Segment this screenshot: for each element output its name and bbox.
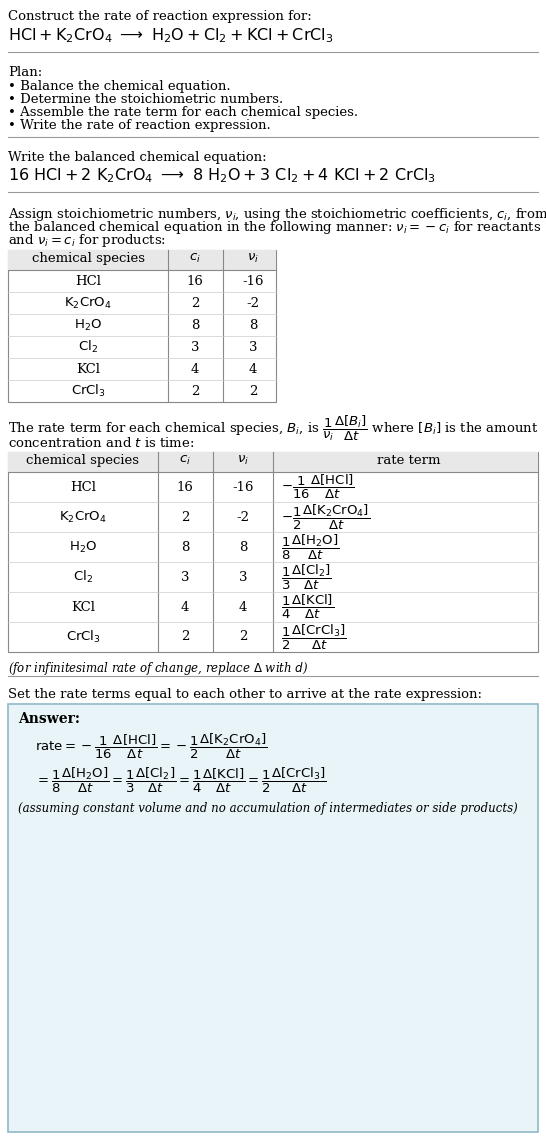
Text: $\mathrm{16\ HCl + 2\ K_2CrO_4 \ \longrightarrow \ 8\ H_2O + 3\ Cl_2 + 4\ KCl + : $\mathrm{16\ HCl + 2\ K_2CrO_4 \ \longri… [8, 166, 436, 184]
Text: 3: 3 [181, 570, 189, 584]
Text: $\mathrm{Cl_2}$: $\mathrm{Cl_2}$ [73, 569, 93, 585]
Text: (for infinitesimal rate of change, replace $\Delta$ with $d$): (for infinitesimal rate of change, repla… [8, 660, 308, 677]
Text: 8: 8 [191, 319, 199, 331]
Text: The rate term for each chemical species, $B_i$, is $\dfrac{1}{\nu_i}\dfrac{\Delt: The rate term for each chemical species,… [8, 414, 538, 444]
Text: 2: 2 [249, 385, 257, 397]
Text: HCl: HCl [70, 480, 96, 494]
Text: 3: 3 [191, 340, 199, 354]
Text: $c_i$: $c_i$ [179, 454, 191, 467]
Text: $c_i$: $c_i$ [189, 251, 201, 265]
Text: $\dfrac{1}{3}\dfrac{\Delta[\mathrm{Cl_2}]}{\Delta t}$: $\dfrac{1}{3}\dfrac{\Delta[\mathrm{Cl_2}… [281, 562, 332, 592]
Text: rate term: rate term [377, 454, 441, 467]
Bar [8, 704, 538, 1132]
Text: 16: 16 [187, 274, 204, 288]
Text: 4: 4 [181, 601, 189, 613]
Text: the balanced chemical equation in the following manner: $\nu_i = -c_i$ for react: the balanced chemical equation in the fo… [8, 218, 541, 236]
Text: $-\dfrac{1}{16}\dfrac{\Delta[\mathrm{HCl}]}{\Delta t}$: $-\dfrac{1}{16}\dfrac{\Delta[\mathrm{HCl… [281, 473, 355, 501]
Text: -2: -2 [236, 511, 250, 523]
Text: $\mathrm{CrCl_3}$: $\mathrm{CrCl_3}$ [66, 629, 100, 645]
Text: 8: 8 [249, 319, 257, 331]
Text: (assuming constant volume and no accumulation of intermediates or side products): (assuming constant volume and no accumul… [18, 802, 518, 815]
Text: $\mathrm{rate} = -\dfrac{1}{16}\dfrac{\Delta[\mathrm{HCl}]}{\Delta t} = -\dfrac{: $\mathrm{rate} = -\dfrac{1}{16}\dfrac{\D… [35, 732, 268, 761]
Text: chemical species: chemical species [27, 454, 139, 467]
Text: chemical species: chemical species [32, 251, 145, 265]
Text: 2: 2 [181, 630, 189, 643]
Text: 16: 16 [176, 480, 193, 494]
Text: $\nu_i$: $\nu_i$ [237, 454, 249, 467]
Text: $\mathrm{H_2O}$: $\mathrm{H_2O}$ [69, 539, 97, 554]
Text: KCl: KCl [71, 601, 95, 613]
Text: 3: 3 [249, 340, 257, 354]
Text: 2: 2 [181, 511, 189, 523]
Text: and $\nu_i = c_i$ for products:: and $\nu_i = c_i$ for products: [8, 232, 166, 249]
Text: $\mathrm{HCl + K_2CrO_4 \ \longrightarrow \ H_2O + Cl_2 + KCl + CrCl_3}$: $\mathrm{HCl + K_2CrO_4 \ \longrightarro… [8, 26, 334, 44]
Text: Write the balanced chemical equation:: Write the balanced chemical equation: [8, 151, 266, 164]
Text: $\nu_i$: $\nu_i$ [247, 251, 259, 265]
Text: $\mathrm{K_2CrO_4}$: $\mathrm{K_2CrO_4}$ [59, 510, 107, 525]
Text: 4: 4 [239, 601, 247, 613]
Text: $\dfrac{1}{4}\dfrac{\Delta[\mathrm{KCl}]}{\Delta t}$: $\dfrac{1}{4}\dfrac{\Delta[\mathrm{KCl}]… [281, 593, 334, 621]
Text: 4: 4 [249, 363, 257, 376]
Bar [8, 250, 276, 270]
Text: Answer:: Answer: [18, 712, 80, 726]
Bar [8, 250, 276, 402]
Text: 3: 3 [239, 570, 247, 584]
Text: $= \dfrac{1}{8}\dfrac{\Delta[\mathrm{H_2O}]}{\Delta t} = \dfrac{1}{3}\dfrac{\Del: $= \dfrac{1}{8}\dfrac{\Delta[\mathrm{H_2… [35, 766, 327, 795]
Text: -16: -16 [242, 274, 264, 288]
Text: 8: 8 [239, 541, 247, 553]
Text: $-\dfrac{1}{2}\dfrac{\Delta[\mathrm{K_2CrO_4}]}{\Delta t}$: $-\dfrac{1}{2}\dfrac{\Delta[\mathrm{K_2C… [281, 502, 370, 531]
Text: 2: 2 [191, 297, 199, 310]
Text: $\mathrm{H_2O}$: $\mathrm{H_2O}$ [74, 318, 102, 332]
Text: • Write the rate of reaction expression.: • Write the rate of reaction expression. [8, 119, 271, 132]
Text: $\mathrm{Cl_2}$: $\mathrm{Cl_2}$ [78, 339, 98, 355]
Text: concentration and $t$ is time:: concentration and $t$ is time: [8, 436, 194, 450]
Text: -16: -16 [232, 480, 254, 494]
Text: 4: 4 [191, 363, 199, 376]
Text: $\mathrm{CrCl_3}$: $\mathrm{CrCl_3}$ [70, 384, 105, 399]
Bar [8, 452, 538, 472]
Text: Set the rate terms equal to each other to arrive at the rate expression:: Set the rate terms equal to each other t… [8, 688, 482, 701]
Text: 2: 2 [191, 385, 199, 397]
Text: $\mathrm{K_2CrO_4}$: $\mathrm{K_2CrO_4}$ [64, 296, 112, 311]
Bar [8, 452, 538, 652]
Text: Construct the rate of reaction expression for:: Construct the rate of reaction expressio… [8, 10, 312, 23]
Text: • Determine the stoichiometric numbers.: • Determine the stoichiometric numbers. [8, 93, 283, 106]
Text: HCl: HCl [75, 274, 101, 288]
Text: $\dfrac{1}{2}\dfrac{\Delta[\mathrm{CrCl_3}]}{\Delta t}$: $\dfrac{1}{2}\dfrac{\Delta[\mathrm{CrCl_… [281, 622, 347, 652]
Text: Assign stoichiometric numbers, $\nu_i$, using the stoichiometric coefficients, $: Assign stoichiometric numbers, $\nu_i$, … [8, 206, 546, 223]
Text: KCl: KCl [76, 363, 100, 376]
Text: -2: -2 [246, 297, 259, 310]
Text: $\dfrac{1}{8}\dfrac{\Delta[\mathrm{H_2O}]}{\Delta t}$: $\dfrac{1}{8}\dfrac{\Delta[\mathrm{H_2O}… [281, 533, 339, 562]
Text: • Balance the chemical equation.: • Balance the chemical equation. [8, 80, 230, 93]
Text: Plan:: Plan: [8, 66, 42, 79]
Text: 2: 2 [239, 630, 247, 643]
Text: 8: 8 [181, 541, 189, 553]
Text: • Assemble the rate term for each chemical species.: • Assemble the rate term for each chemic… [8, 106, 358, 119]
